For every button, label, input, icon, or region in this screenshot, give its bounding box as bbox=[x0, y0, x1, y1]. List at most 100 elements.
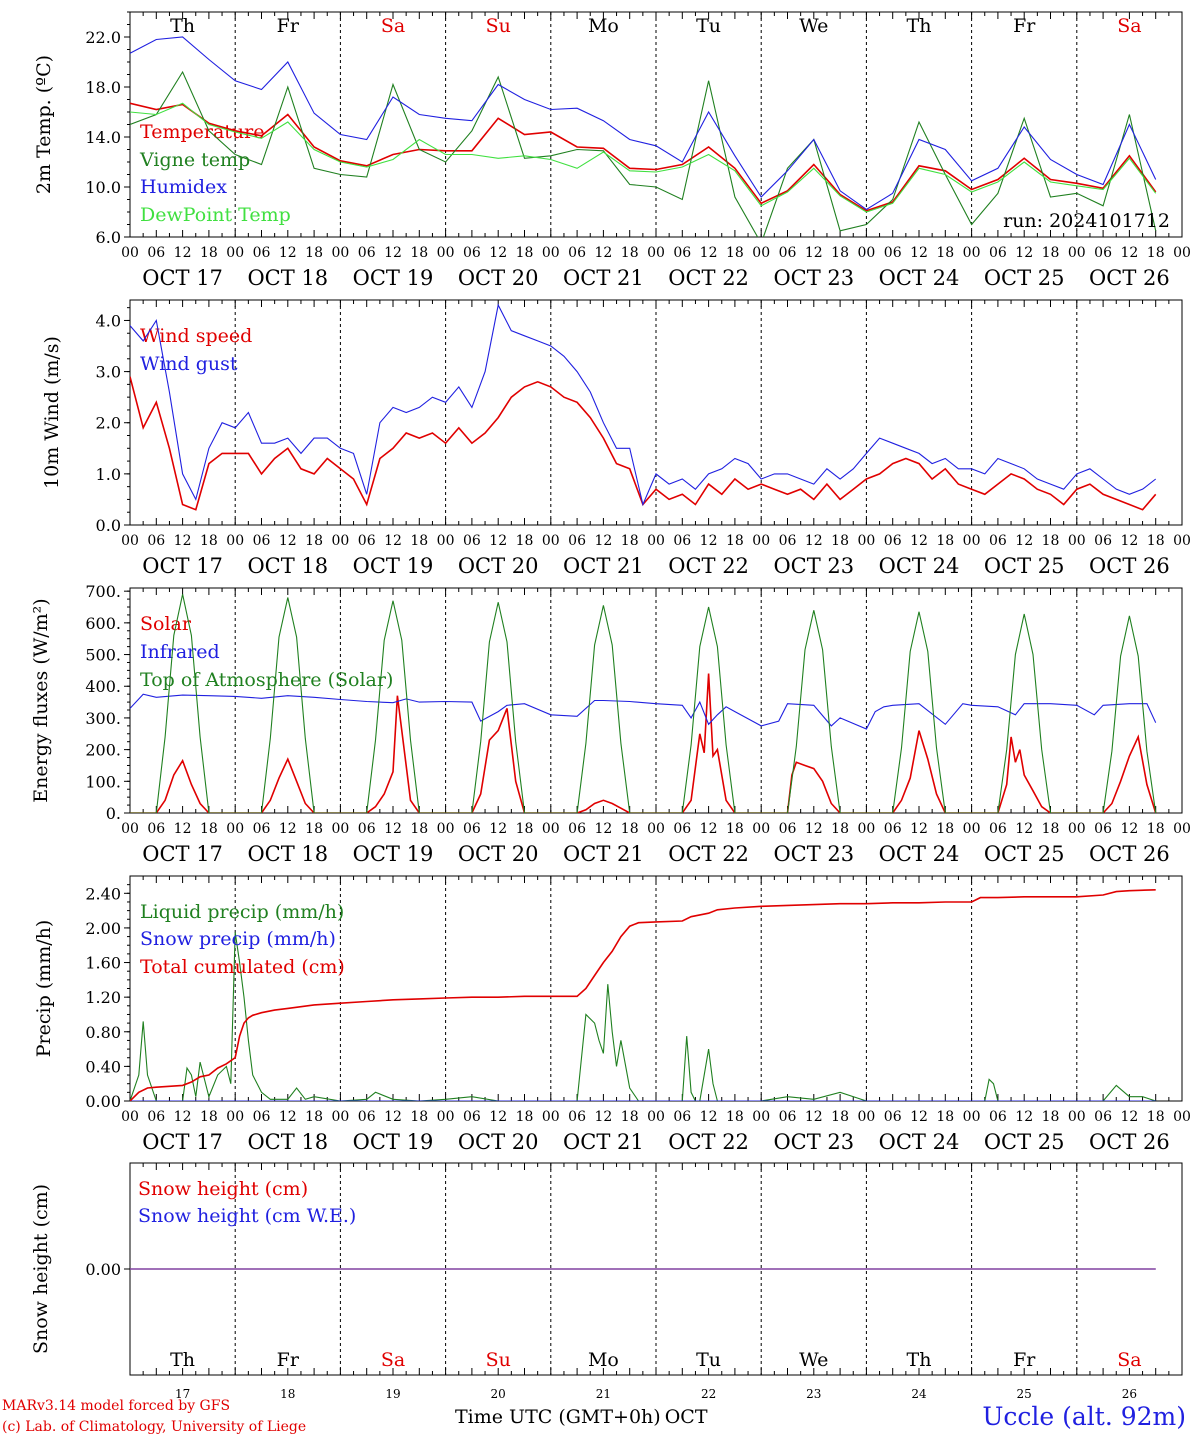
hour-tick-label: 00 bbox=[542, 533, 560, 549]
date-label: OCT 24 bbox=[879, 842, 960, 866]
hour-tick-label: 00 bbox=[752, 1109, 770, 1125]
hour-tick-label: 06 bbox=[568, 1109, 586, 1125]
hour-tick-label: 06 bbox=[358, 821, 376, 837]
date-label: OCT 18 bbox=[247, 1130, 328, 1154]
day-name-label: Sa bbox=[381, 15, 405, 37]
date-label: OCT 23 bbox=[773, 266, 854, 290]
hour-tick-label: 00 bbox=[1068, 821, 1086, 837]
date-label: OCT 18 bbox=[247, 554, 328, 578]
hour-tick-label: 06 bbox=[673, 245, 691, 261]
legend-entry: Liquid precip (mm/h) bbox=[140, 901, 344, 923]
y-tick-label: 1.0 bbox=[96, 465, 121, 484]
date-label: OCT 24 bbox=[879, 266, 960, 290]
day-name-label: Th bbox=[907, 1349, 932, 1371]
hour-tick-label: 18 bbox=[936, 1109, 954, 1125]
hour-tick-label: 00 bbox=[1173, 821, 1191, 837]
hour-tick-label: 12 bbox=[805, 1109, 823, 1125]
hour-tick-label: 00 bbox=[226, 1109, 244, 1125]
legend-entry: Wind speed bbox=[140, 325, 252, 347]
date-label: OCT 26 bbox=[1089, 554, 1170, 578]
hour-tick-label: 12 bbox=[700, 245, 718, 261]
y-tick-label: 600. bbox=[85, 614, 121, 633]
hour-tick-label: 00 bbox=[647, 245, 665, 261]
hour-tick-label: 00 bbox=[542, 821, 560, 837]
hour-tick-label: 06 bbox=[147, 533, 165, 549]
date-label: OCT 21 bbox=[563, 842, 644, 866]
hour-tick-label: 12 bbox=[910, 1109, 928, 1125]
day-name-label: Su bbox=[486, 1349, 511, 1371]
hour-tick-label: 12 bbox=[594, 533, 612, 549]
hour-tick-label: 12 bbox=[700, 533, 718, 549]
date-label: OCT 22 bbox=[668, 554, 749, 578]
date-label: OCT 20 bbox=[458, 554, 539, 578]
hour-tick-label: 06 bbox=[1094, 245, 1112, 261]
y-tick-label: 400. bbox=[85, 677, 121, 696]
hour-tick-label: 18 bbox=[1147, 1109, 1165, 1125]
hour-tick-label: 18 bbox=[1042, 245, 1060, 261]
station-location: Uccle (alt. 92m) bbox=[982, 1402, 1186, 1431]
hour-tick-label: 00 bbox=[437, 245, 455, 261]
y-tick-label: 2.00 bbox=[85, 919, 121, 938]
date-label: OCT 25 bbox=[984, 266, 1065, 290]
hour-tick-label: 18 bbox=[516, 533, 534, 549]
hour-tick-label: 18 bbox=[831, 245, 849, 261]
hour-tick-label: 06 bbox=[884, 1109, 902, 1125]
hour-tick-label: 00 bbox=[1068, 533, 1086, 549]
series-line-lightgreen bbox=[130, 102, 1157, 213]
date-label: OCT 26 bbox=[1089, 1130, 1170, 1154]
hour-tick-label: 12 bbox=[174, 533, 192, 549]
y-tick-label: 300. bbox=[85, 709, 121, 728]
hour-tick-label: 06 bbox=[1094, 533, 1112, 549]
hour-tick-label: 12 bbox=[1015, 245, 1033, 261]
hour-tick-label: 06 bbox=[779, 533, 797, 549]
hour-tick-label: 00 bbox=[121, 245, 139, 261]
hour-tick-label: 06 bbox=[884, 245, 902, 261]
hour-tick-label: 06 bbox=[463, 1109, 481, 1125]
y-tick-label: 0.00 bbox=[85, 1092, 121, 1111]
y-tick-label: 0.80 bbox=[85, 1023, 121, 1042]
date-label: OCT 22 bbox=[668, 842, 749, 866]
hour-tick-label: 18 bbox=[726, 1109, 744, 1125]
hour-tick-label: 06 bbox=[989, 245, 1007, 261]
y-tick-label: 100. bbox=[85, 772, 121, 791]
hour-tick-label: 00 bbox=[963, 821, 981, 837]
hour-tick-label: 06 bbox=[358, 533, 376, 549]
hour-tick-label: 06 bbox=[989, 821, 1007, 837]
hour-tick-label: 18 bbox=[200, 1109, 218, 1125]
hour-tick-label: 18 bbox=[726, 245, 744, 261]
hour-tick-label: 00 bbox=[331, 245, 349, 261]
hour-tick-label: 18 bbox=[621, 533, 639, 549]
hour-tick-label: 00 bbox=[1173, 533, 1191, 549]
hour-tick-label: 06 bbox=[673, 821, 691, 837]
y-tick-label: 0.00 bbox=[85, 1260, 121, 1279]
hour-tick-label: 00 bbox=[1173, 245, 1191, 261]
hour-tick-label: 06 bbox=[884, 533, 902, 549]
day-number-label: 20 bbox=[491, 1387, 506, 1401]
series-line-red bbox=[130, 673, 1157, 813]
hour-tick-label: 06 bbox=[358, 1109, 376, 1125]
hour-tick-label: 00 bbox=[647, 821, 665, 837]
hour-tick-label: 06 bbox=[673, 1109, 691, 1125]
legend-entry: Humidex bbox=[140, 176, 227, 198]
hour-tick-label: 00 bbox=[121, 821, 139, 837]
date-label: OCT 21 bbox=[563, 266, 644, 290]
hour-tick-label: 06 bbox=[253, 1109, 271, 1125]
series-line-red bbox=[130, 102, 1157, 212]
series-line-green bbox=[130, 594, 1157, 813]
date-label: OCT 18 bbox=[247, 266, 328, 290]
date-label: OCT 19 bbox=[353, 842, 434, 866]
hour-tick-label: 06 bbox=[884, 821, 902, 837]
date-label: OCT 20 bbox=[458, 842, 539, 866]
hour-tick-label: 18 bbox=[410, 821, 428, 837]
hour-tick-label: 12 bbox=[174, 245, 192, 261]
series-line-blue bbox=[130, 36, 1157, 211]
credit-model: MARv3.14 model forced by GFS bbox=[2, 1398, 231, 1414]
day-name-label: Sa bbox=[381, 1349, 405, 1371]
hour-tick-label: 06 bbox=[1094, 821, 1112, 837]
hour-tick-label: 18 bbox=[410, 1109, 428, 1125]
hour-tick-label: 18 bbox=[936, 533, 954, 549]
hour-tick-label: 06 bbox=[463, 821, 481, 837]
hour-tick-label: 18 bbox=[831, 533, 849, 549]
hour-tick-label: 18 bbox=[1042, 821, 1060, 837]
hour-tick-label: 00 bbox=[437, 821, 455, 837]
